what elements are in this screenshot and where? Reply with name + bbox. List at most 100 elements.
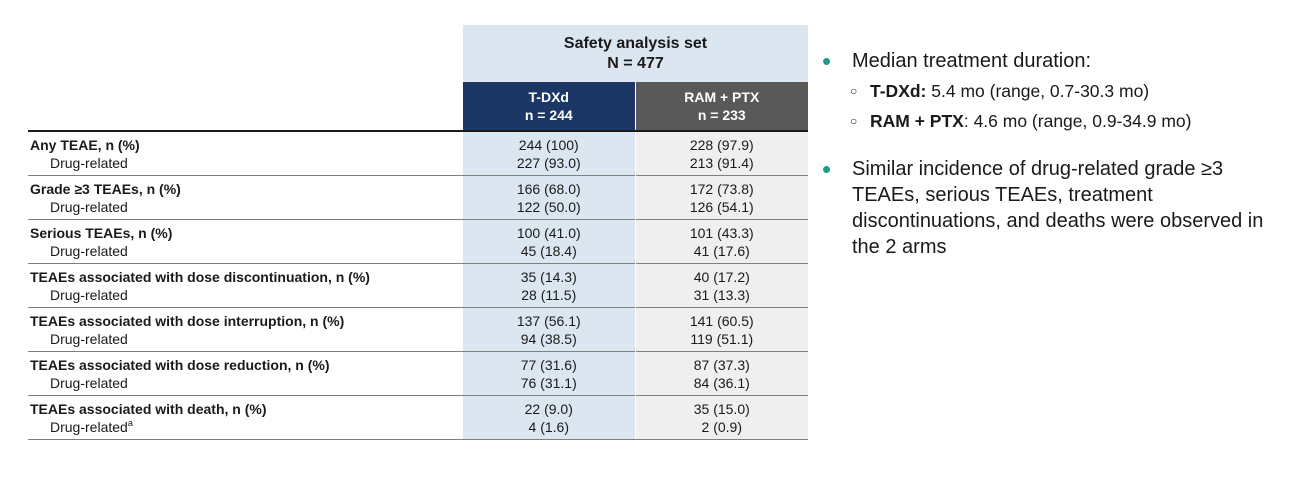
row-sublabel: Drug-related [50,242,128,259]
sub-bullet-item: ○ T-DXd: 5.4 mo (range, 0.7-30.3 mo) [822,78,1292,104]
tdxd-value: 35 (14.3) [520,268,577,285]
table-row: Any TEAE, n (%) Drug-related 244 (100) 2… [28,130,809,176]
row-label-cell: TEAEs associated with dose interruption,… [28,307,463,352]
safety-table: Safety analysis set N = 477 T-DXd n = 24… [28,25,809,440]
row-label: Grade ≥3 TEAEs, n (%) [30,180,181,197]
row-label: TEAEs associated with death, n (%) [30,400,267,417]
ramptx-related-value: 213 (91.4) [689,154,754,171]
ramptx-value: 35 (15.0) [693,400,750,417]
ramptx-related-value: 41 (17.6) [693,242,750,259]
ramptx-related-value: 31 (13.3) [693,286,750,303]
table-row: TEAEs associated with death, n (%) Drug-… [28,395,809,440]
sub-bullet-text: : 4.6 mo (range, 0.9-34.9 mo) [963,111,1192,131]
bullet-item: • Similar incidence of drug-related grad… [822,156,1292,260]
ramptx-value-cell: 87 (37.3) 84 (36.1) [635,351,809,396]
row-sublabel: Drug-related [50,286,128,303]
ramptx-value: 172 (73.8) [689,180,754,197]
arm-header-ram-ptx: RAM + PTX n = 233 [635,82,809,131]
row-sublabel: Drug-related [50,330,128,347]
tdxd-value-cell: 100 (41.0) 45 (18.4) [463,219,636,264]
safety-set-header: Safety analysis set N = 477 [463,25,809,82]
ramptx-value-cell: 40 (17.2) 31 (13.3) [635,263,809,308]
table-row: TEAEs associated with dose interruption,… [28,307,809,352]
bullet-dot-icon: • [822,46,832,76]
ramptx-value-cell: 172 (73.8) 126 (54.1) [635,175,809,220]
tdxd-value: 166 (68.0) [516,180,581,197]
tdxd-related-value: 227 (93.0) [516,154,581,171]
ramptx-related-value: 126 (54.1) [689,198,754,215]
row-label-cell: TEAEs associated with dose discontinuati… [28,263,463,308]
row-label: Serious TEAEs, n (%) [30,224,173,241]
row-label: TEAEs associated with dose interruption,… [30,312,345,329]
ramptx-related-value: 84 (36.1) [693,374,750,391]
row-label: Any TEAE, n (%) [30,136,140,153]
table-row: Serious TEAEs, n (%) Drug-related 100 (4… [28,219,809,264]
bullet-item: • Median treatment duration: [822,48,1292,74]
row-sublabel: Drug-related [50,374,128,391]
tdxd-value: 137 (56.1) [516,312,581,329]
ramptx-value: 40 (17.2) [693,268,750,285]
tdxd-related-value: 94 (38.5) [520,330,577,347]
tdxd-related-value: 122 (50.0) [516,198,581,215]
row-sublabel-with-footnote: Drug-relateda [30,418,463,436]
tdxd-related-value: 76 (31.1) [520,374,577,391]
arm-n: n = 233 [697,107,746,123]
tdxd-value-cell: 166 (68.0) 122 (50.0) [463,175,636,220]
tdxd-value-cell: 137 (56.1) 94 (38.5) [463,307,636,352]
row-sublabel: Drug-related [50,418,128,435]
ramptx-value-cell: 101 (43.3) 41 (17.6) [635,219,809,264]
bullet-text: Similar incidence of drug-related grade … [852,158,1264,258]
row-label-cell: Any TEAE, n (%) Drug-related [28,130,463,176]
row-label-cell: TEAEs associated with death, n (%) Drug-… [28,395,463,440]
ramptx-value-cell: 35 (15.0) 2 (0.9) [635,395,809,440]
table-row: TEAEs associated with dose reduction, n … [28,351,809,396]
sub-bullet-ring-icon: ○ [850,114,858,128]
arm-header-tdxd: T-DXd n = 244 [463,82,636,131]
row-label-cell: Grade ≥3 TEAEs, n (%) Drug-related [28,175,463,220]
tdxd-value-cell: 77 (31.6) 76 (31.1) [463,351,636,396]
tdxd-related-value: 4 (1.6) [528,418,569,435]
safety-set-label: Safety analysis set [563,34,708,52]
row-label: TEAEs associated with dose discontinuati… [30,268,370,285]
sub-bullet-ring-icon: ○ [850,84,858,98]
row-label-cell: Serious TEAEs, n (%) Drug-related [28,219,463,264]
safety-table-container: Safety analysis set N = 477 T-DXd n = 24… [28,25,809,440]
summary-bullets: • Median treatment duration: ○ T-DXd: 5.… [822,48,1292,260]
tdxd-value-cell: 35 (14.3) 28 (11.5) [463,263,636,308]
tdxd-value: 100 (41.0) [516,224,581,241]
footnote-marker: a [127,417,133,428]
header-blank-cell [28,25,463,82]
row-label-cell: TEAEs associated with dose reduction, n … [28,351,463,396]
arm-n: n = 244 [524,107,573,123]
arm-name: T-DXd [528,89,569,105]
tdxd-related-value: 45 (18.4) [520,242,577,259]
tdxd-value-cell: 244 (100) 227 (93.0) [463,130,636,176]
tdxd-value-cell: 22 (9.0) 4 (1.6) [463,395,636,440]
tdxd-value: 22 (9.0) [524,400,573,417]
ramptx-value: 101 (43.3) [689,224,754,241]
ramptx-related-value: 119 (51.1) [690,330,754,347]
safety-set-n: N = 477 [607,54,664,72]
ramptx-value: 141 (60.5) [689,312,754,329]
header-blank-cell [28,82,463,131]
table-row: Grade ≥3 TEAEs, n (%) Drug-related 166 (… [28,175,809,220]
ramptx-value-cell: 228 (97.9) 213 (91.4) [635,130,809,176]
ramptx-related-value: 2 (0.9) [701,418,742,435]
ramptx-value-cell: 141 (60.5) 119 (51.1) [635,307,809,352]
bullet-dot-icon: • [822,154,832,184]
row-sublabel: Drug-related [50,154,128,171]
sub-bullet-bold: RAM + PTX [870,111,964,131]
arm-name: RAM + PTX [684,89,760,105]
sub-bullet-text: 5.4 mo (range, 0.7-30.3 mo) [926,81,1150,101]
table-row: TEAEs associated with dose discontinuati… [28,263,809,308]
ramptx-value: 228 (97.9) [689,136,754,153]
row-label: TEAEs associated with dose reduction, n … [30,356,330,373]
sub-bullet-item: ○ RAM + PTX: 4.6 mo (range, 0.9-34.9 mo) [822,108,1292,134]
bullet-text: Median treatment duration: [852,50,1092,72]
tdxd-related-value: 28 (11.5) [521,286,577,303]
row-sublabel: Drug-related [50,198,128,215]
tdxd-value: 77 (31.6) [520,356,577,373]
tdxd-value: 244 (100) [518,136,579,153]
ramptx-value: 87 (37.3) [693,356,750,373]
sub-bullet-bold: T-DXd: [870,81,927,101]
